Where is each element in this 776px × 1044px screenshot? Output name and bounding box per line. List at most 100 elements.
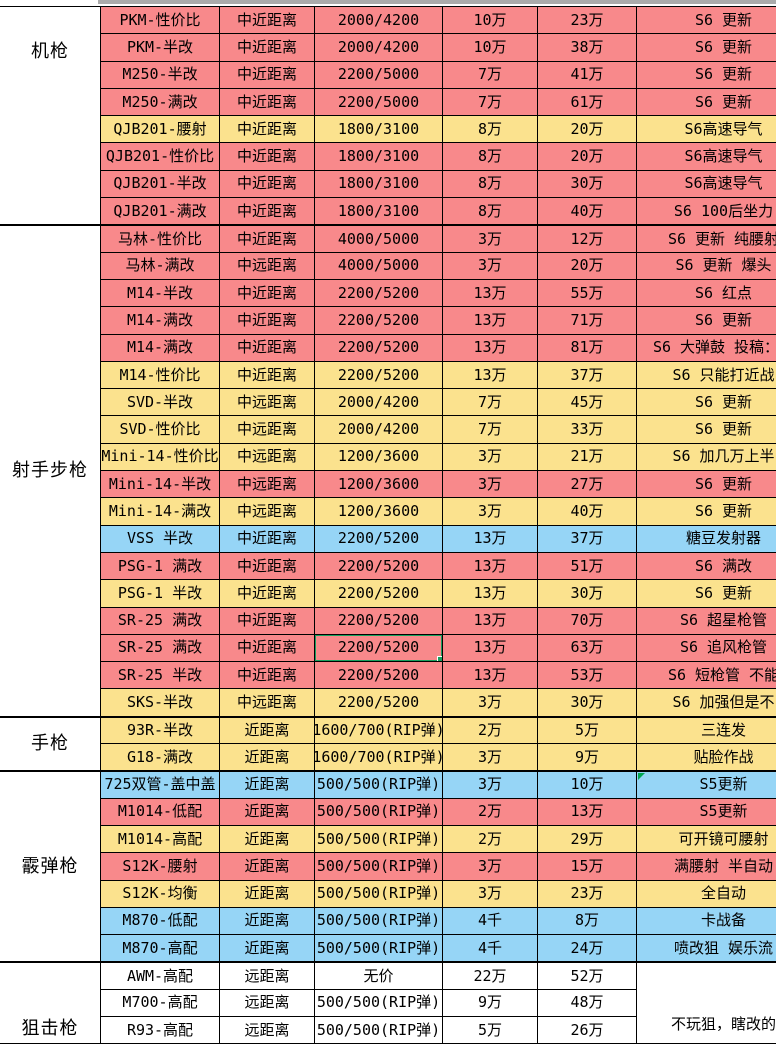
unlock-price-cell[interactable]: 2万 <box>443 798 538 826</box>
weapon-name-cell[interactable]: SKS-半改 <box>101 689 220 717</box>
ammo-stats-cell[interactable]: 1600/700(RIP弹) <box>315 744 443 772</box>
full-price-cell[interactable]: 40万 <box>538 198 637 226</box>
range-cell[interactable]: 中近距离 <box>220 170 315 199</box>
ammo-stats-cell[interactable]: 2200/5200 <box>315 580 443 608</box>
range-cell[interactable]: 近距离 <box>220 771 315 799</box>
full-price-cell[interactable]: 52万 <box>538 962 637 990</box>
full-price-cell[interactable]: 33万 <box>538 416 637 444</box>
note-cell[interactable]: S6 更新 <box>637 389 776 417</box>
range-cell[interactable]: 中远距离 <box>220 252 315 280</box>
full-price-cell[interactable]: 30万 <box>538 689 637 717</box>
ammo-stats-cell[interactable]: 2200/5200 <box>315 361 443 390</box>
weapon-name-cell[interactable]: M14-半改 <box>101 279 220 308</box>
note-cell[interactable]: 贴脸作战 <box>637 744 776 772</box>
note-cell[interactable]: 三连发 <box>637 716 776 745</box>
full-price-cell[interactable]: 30万 <box>538 170 637 199</box>
note-cell[interactable]: S5更新 <box>637 798 776 826</box>
range-cell[interactable]: 中近距离 <box>220 116 315 144</box>
note-cell[interactable]: S6 短枪管 不能 <box>637 662 776 690</box>
category-cell[interactable]: 射手步枪 <box>0 225 101 717</box>
unlock-price-cell[interactable]: 2万 <box>443 825 538 854</box>
unlock-price-cell[interactable]: 13万 <box>443 552 538 581</box>
note-cell[interactable]: S6 更新 <box>637 307 776 335</box>
range-cell[interactable]: 中近距离 <box>220 279 315 308</box>
weapon-name-cell[interactable]: 725双管-盖中盖 <box>101 771 220 799</box>
weapon-name-cell[interactable]: R93-高配 <box>101 1016 220 1044</box>
note-cell[interactable]: S6 更新 <box>637 7 776 35</box>
range-cell[interactable]: 中近距离 <box>220 634 315 663</box>
category-cell[interactable]: 狙击枪 <box>0 962 101 1044</box>
weapon-name-cell[interactable]: Mini-14-性价比 <box>101 443 220 472</box>
weapon-name-cell[interactable]: QJB201-半改 <box>101 170 220 199</box>
note-cell[interactable]: S6 红点 <box>637 279 776 308</box>
note-cell[interactable]: 糖豆发射器 <box>637 525 776 553</box>
full-price-cell[interactable]: 30万 <box>538 580 637 608</box>
unlock-price-cell[interactable]: 4千 <box>443 907 538 936</box>
range-cell[interactable]: 远距离 <box>220 1016 315 1044</box>
range-cell[interactable]: 中近距离 <box>220 580 315 608</box>
full-price-cell[interactable]: 15万 <box>538 853 637 881</box>
weapon-name-cell[interactable]: S12K-均衡 <box>101 880 220 908</box>
unlock-price-cell[interactable]: 2万 <box>443 716 538 745</box>
note-cell[interactable]: S6高速导气 <box>637 143 776 171</box>
range-cell[interactable]: 中近距离 <box>220 307 315 335</box>
weapon-name-cell[interactable]: SR-25 满改 <box>101 607 220 635</box>
weapon-name-cell[interactable]: PKM-性价比 <box>101 7 220 35</box>
unlock-price-cell[interactable]: 13万 <box>443 634 538 663</box>
full-price-cell[interactable]: 26万 <box>538 1016 637 1044</box>
ammo-stats-cell[interactable]: 2200/5000 <box>315 61 443 89</box>
unlock-price-cell[interactable]: 5万 <box>443 1016 538 1044</box>
weapon-name-cell[interactable]: M1014-低配 <box>101 798 220 826</box>
unlock-price-cell[interactable]: 13万 <box>443 307 538 335</box>
weapon-name-cell[interactable]: M250-半改 <box>101 61 220 89</box>
ammo-stats-cell[interactable]: 2000/4200 <box>315 389 443 417</box>
full-price-cell[interactable]: 41万 <box>538 61 637 89</box>
unlock-price-cell[interactable]: 10万 <box>443 34 538 62</box>
note-cell[interactable]: S6 更新 <box>637 88 776 117</box>
ammo-stats-cell[interactable]: 2000/4200 <box>315 7 443 35</box>
range-cell[interactable]: 中近距离 <box>220 61 315 89</box>
weapon-name-cell[interactable]: SVD-半改 <box>101 389 220 417</box>
note-cell[interactable]: S6 大弹鼓 投稿：香 <box>637 334 776 362</box>
range-cell[interactable]: 中远距离 <box>220 471 315 499</box>
weapon-name-cell[interactable]: M1014-高配 <box>101 825 220 854</box>
category-cell[interactable]: 霰弹枪 <box>0 771 101 963</box>
ammo-stats-cell[interactable]: 1200/3600 <box>315 498 443 526</box>
weapon-name-cell[interactable]: M870-高配 <box>101 935 220 963</box>
full-price-cell[interactable]: 81万 <box>538 334 637 362</box>
full-price-cell[interactable]: 71万 <box>538 307 637 335</box>
range-cell[interactable]: 中近距离 <box>220 88 315 117</box>
weapon-name-cell[interactable]: SVD-性价比 <box>101 416 220 444</box>
full-price-cell[interactable]: 37万 <box>538 361 637 390</box>
note-cell[interactable]: S6 满改 <box>637 552 776 581</box>
note-cell[interactable]: 喷改狙 娱乐流 <box>637 935 776 963</box>
ammo-stats-cell[interactable]: 2200/5200 <box>315 334 443 362</box>
full-price-cell[interactable]: 27万 <box>538 471 637 499</box>
full-price-cell[interactable]: 23万 <box>538 880 637 908</box>
full-price-cell[interactable]: 29万 <box>538 825 637 854</box>
ammo-stats-cell[interactable]: 2200/5200 <box>315 634 443 663</box>
ammo-stats-cell[interactable]: 1200/3600 <box>315 443 443 472</box>
ammo-stats-cell[interactable]: 2000/4200 <box>315 34 443 62</box>
range-cell[interactable]: 中近距离 <box>220 334 315 362</box>
ammo-stats-cell[interactable]: 500/500(RIP弹) <box>315 989 443 1017</box>
note-cell[interactable]: S6 更新 <box>637 471 776 499</box>
unlock-price-cell[interactable]: 3万 <box>443 689 538 717</box>
ammo-stats-cell[interactable]: 1800/3100 <box>315 198 443 226</box>
weapon-name-cell[interactable]: M14-满改 <box>101 307 220 335</box>
range-cell[interactable]: 中远距离 <box>220 498 315 526</box>
ammo-stats-cell[interactable]: 无价 <box>315 962 443 990</box>
note-cell[interactable]: S6 更新 <box>637 498 776 526</box>
full-price-cell[interactable]: 8万 <box>538 907 637 936</box>
unlock-price-cell[interactable]: 3万 <box>443 471 538 499</box>
unlock-price-cell[interactable]: 22万 <box>443 962 538 990</box>
full-price-cell[interactable]: 55万 <box>538 279 637 308</box>
range-cell[interactable]: 中近距离 <box>220 552 315 581</box>
note-cell[interactable]: S6 加几万上半 <box>637 443 776 472</box>
range-cell[interactable]: 近距离 <box>220 853 315 881</box>
full-price-cell[interactable]: 20万 <box>538 143 637 171</box>
range-cell[interactable]: 中远距离 <box>220 389 315 417</box>
note-cell[interactable]: S6 追风枪管 <box>637 634 776 663</box>
weapon-name-cell[interactable]: Mini-14-满改 <box>101 498 220 526</box>
full-price-cell[interactable]: 45万 <box>538 389 637 417</box>
